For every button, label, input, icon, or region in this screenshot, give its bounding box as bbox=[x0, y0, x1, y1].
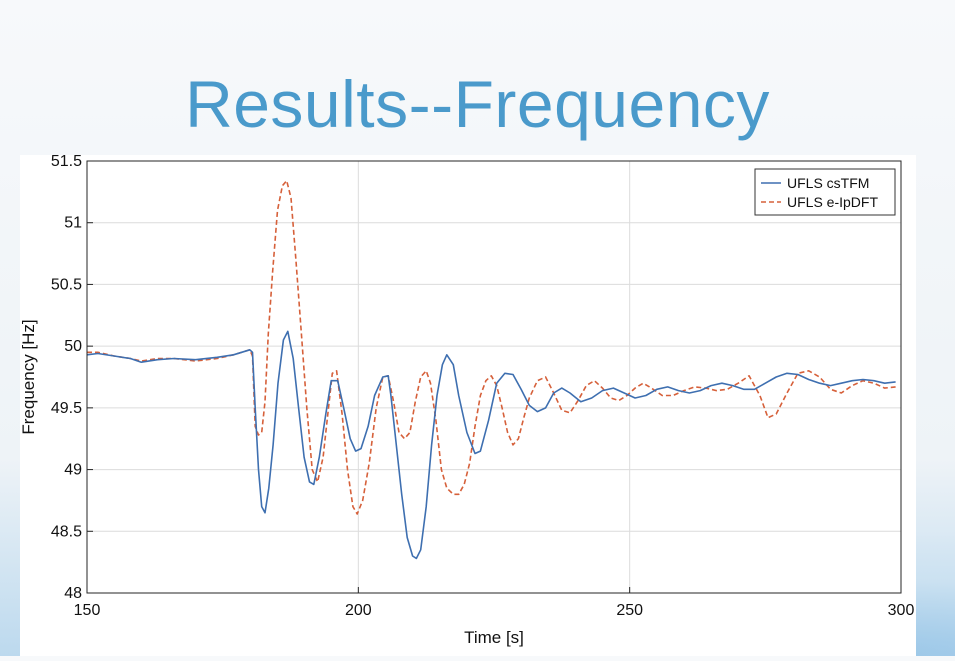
plot-frame bbox=[86, 160, 902, 594]
y-tick-label: 49 bbox=[64, 462, 82, 479]
slide-title: Results--Frequency bbox=[185, 67, 770, 141]
legend-entry-eipdft: UFLS e-IpDFT bbox=[787, 194, 878, 210]
y-tick-label: 51 bbox=[64, 215, 82, 232]
series-lines bbox=[86, 179, 896, 560]
series-line-eipdft bbox=[87, 179, 896, 515]
y-tick-label: 50.5 bbox=[51, 276, 82, 293]
grid-lines bbox=[86, 160, 902, 594]
series-line-cstfm bbox=[86, 330, 896, 560]
axis-ticks: 150 200 250 300 48 48.5 49 49.5 50 50.5 51 51.5 bbox=[51, 153, 915, 619]
legend-entry-cstfm: UFLS csTFM bbox=[787, 175, 869, 191]
y-axis-label: Frequency [Hz] bbox=[20, 319, 38, 434]
frequency-chart: 150 200 250 300 48 48.5 49 49.5 50 50.5 51 51.5 Tim… bbox=[19, 153, 915, 647]
y-tick-label: 50 bbox=[64, 338, 82, 355]
y-tick-label: 51.5 bbox=[51, 155, 82, 170]
legend: UFLS csTFM UFLS e-IpDFT bbox=[754, 168, 896, 216]
chart-panel: 150 200 250 300 48 48.5 49 49.5 50 50.5 51 51.5 Tim… bbox=[19, 153, 916, 656]
legend-box bbox=[754, 168, 896, 216]
x-tick-label: 150 bbox=[74, 602, 101, 619]
x-tick-label: 250 bbox=[616, 602, 643, 619]
y-tick-label: 48 bbox=[64, 585, 82, 602]
y-tick-label: 49.5 bbox=[51, 400, 82, 417]
y-tick-label: 48.5 bbox=[51, 523, 82, 540]
x-axis-label: Time [s] bbox=[464, 628, 524, 647]
x-tick-label: 300 bbox=[888, 602, 915, 619]
x-tick-label: 200 bbox=[345, 602, 372, 619]
